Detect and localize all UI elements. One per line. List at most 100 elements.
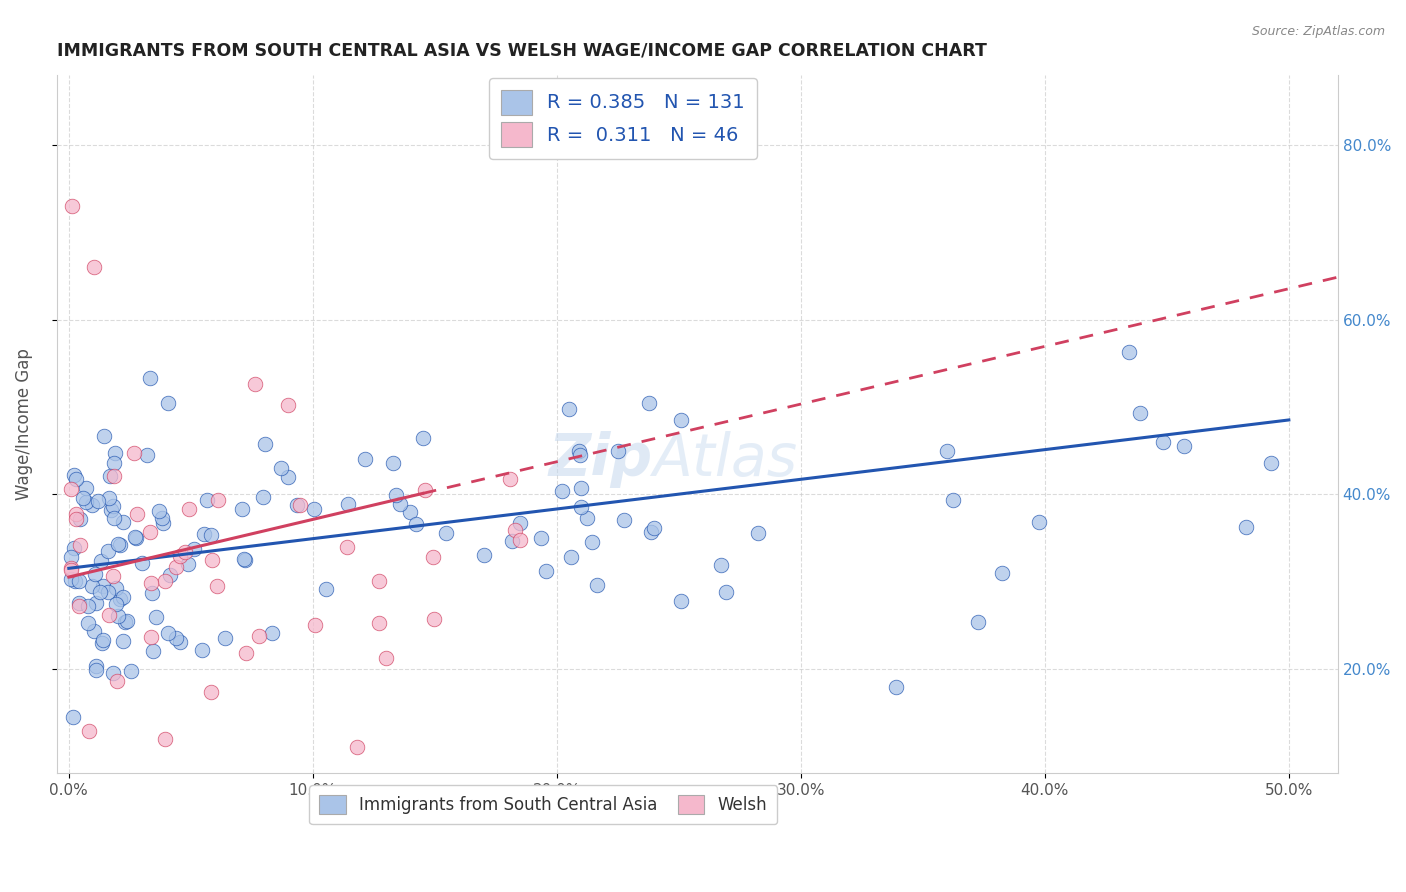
Point xyxy=(1152,434,1174,449)
Point xyxy=(142,644,165,658)
Point xyxy=(136,448,159,462)
Point xyxy=(174,545,197,559)
Point xyxy=(710,558,733,572)
Point xyxy=(101,499,124,513)
Point xyxy=(100,503,122,517)
Point xyxy=(63,467,86,482)
Point xyxy=(159,567,181,582)
Point xyxy=(83,624,105,638)
Point xyxy=(422,549,444,564)
Point xyxy=(124,530,146,544)
Point xyxy=(153,731,176,746)
Point xyxy=(90,553,112,567)
Point xyxy=(214,631,236,645)
Point xyxy=(169,635,191,649)
Point xyxy=(1260,456,1282,470)
Point xyxy=(382,456,405,470)
Point xyxy=(105,673,128,688)
Point xyxy=(233,552,256,566)
Point xyxy=(285,498,308,512)
Point xyxy=(201,553,224,567)
Point xyxy=(103,469,125,483)
Point xyxy=(125,531,148,545)
Point xyxy=(613,513,636,527)
Point xyxy=(69,538,91,552)
Point xyxy=(63,574,86,588)
Point xyxy=(104,445,127,459)
Point xyxy=(576,510,599,524)
Point xyxy=(405,516,427,531)
Point xyxy=(509,516,531,530)
Point xyxy=(112,633,135,648)
Point xyxy=(413,483,436,497)
Point xyxy=(156,626,179,640)
Point xyxy=(82,579,104,593)
Point xyxy=(388,497,411,511)
Point xyxy=(98,468,121,483)
Point xyxy=(60,572,83,586)
Point xyxy=(105,581,128,595)
Point xyxy=(354,451,377,466)
Point xyxy=(103,510,125,524)
Text: Atlas: Atlas xyxy=(652,431,797,488)
Point xyxy=(177,557,200,571)
Point xyxy=(120,664,142,678)
Point xyxy=(607,444,630,458)
Point xyxy=(103,456,125,470)
Point xyxy=(153,574,176,588)
Point xyxy=(714,585,737,599)
Point xyxy=(503,523,526,537)
Point xyxy=(669,413,692,427)
Point xyxy=(193,526,215,541)
Point xyxy=(141,585,163,599)
Point xyxy=(252,490,274,504)
Point xyxy=(990,566,1012,580)
Point xyxy=(501,533,523,548)
Point xyxy=(65,472,87,486)
Point xyxy=(104,597,127,611)
Point xyxy=(270,461,292,475)
Point xyxy=(65,511,87,525)
Point xyxy=(191,642,214,657)
Point xyxy=(75,494,97,508)
Point xyxy=(1028,515,1050,529)
Point xyxy=(966,615,988,629)
Point xyxy=(145,610,167,624)
Point xyxy=(75,481,97,495)
Point xyxy=(260,625,283,640)
Point xyxy=(148,504,170,518)
Point xyxy=(150,511,173,525)
Point xyxy=(243,377,266,392)
Point xyxy=(247,629,270,643)
Point xyxy=(62,541,84,555)
Point xyxy=(571,481,593,495)
Point xyxy=(472,548,495,562)
Point xyxy=(367,574,389,588)
Point xyxy=(231,501,253,516)
Point xyxy=(86,493,108,508)
Point xyxy=(235,646,257,660)
Point xyxy=(288,498,311,512)
Point xyxy=(91,636,114,650)
Point xyxy=(93,428,115,442)
Text: Zip: Zip xyxy=(548,431,652,488)
Point xyxy=(114,615,136,630)
Point xyxy=(374,651,396,665)
Point xyxy=(277,470,299,484)
Text: IMMIGRANTS FROM SOUTH CENTRAL ASIA VS WELSH WAGE/INCOME GAP CORRELATION CHART: IMMIGRANTS FROM SOUTH CENTRAL ASIA VS WE… xyxy=(56,42,987,60)
Legend: Immigrants from South Central Asia, Welsh: Immigrants from South Central Asia, Wels… xyxy=(309,785,778,824)
Point xyxy=(60,563,83,577)
Point xyxy=(84,566,107,581)
Point xyxy=(156,395,179,409)
Point xyxy=(638,396,661,410)
Point xyxy=(77,616,100,631)
Point xyxy=(169,549,191,564)
Point xyxy=(80,498,103,512)
Point xyxy=(558,401,581,416)
Point xyxy=(935,443,957,458)
Point xyxy=(277,398,299,412)
Point xyxy=(207,493,229,508)
Point xyxy=(434,525,457,540)
Point xyxy=(67,599,90,613)
Point xyxy=(111,515,134,529)
